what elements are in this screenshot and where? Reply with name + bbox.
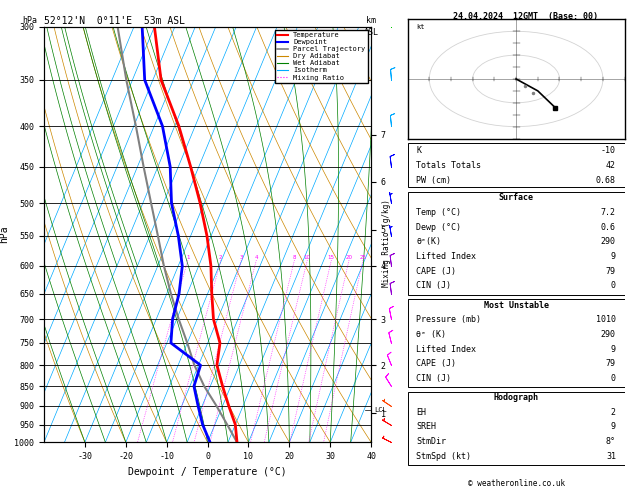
Text: 9: 9 (611, 345, 616, 354)
Text: 24.04.2024  12GMT  (Base: 00): 24.04.2024 12GMT (Base: 00) (453, 12, 598, 21)
Text: K: K (416, 146, 421, 156)
Text: 25: 25 (359, 255, 367, 260)
Text: Pressure (mb): Pressure (mb) (416, 315, 481, 324)
Text: Hodograph: Hodograph (494, 393, 538, 402)
Legend: Temperature, Dewpoint, Parcel Trajectory, Dry Adiabat, Wet Adiabat, Isotherm, Mi: Temperature, Dewpoint, Parcel Trajectory… (276, 30, 367, 83)
Text: Surface: Surface (499, 193, 533, 202)
Text: PW (cm): PW (cm) (416, 176, 451, 185)
Text: 1: 1 (186, 255, 189, 260)
Bar (408, 299, 625, 387)
Text: 290: 290 (601, 237, 616, 246)
Text: EH: EH (416, 408, 426, 417)
Text: Mixing Ratio (g/kg): Mixing Ratio (g/kg) (382, 199, 391, 287)
Text: Lifted Index: Lifted Index (416, 345, 476, 354)
Bar (408, 392, 625, 465)
Text: 79: 79 (606, 267, 616, 276)
Text: ASL: ASL (364, 28, 379, 37)
Text: 8: 8 (292, 255, 296, 260)
Bar (408, 192, 625, 295)
Text: 3: 3 (240, 255, 243, 260)
Text: θᵉ (K): θᵉ (K) (416, 330, 446, 339)
Text: 2: 2 (219, 255, 223, 260)
X-axis label: Dewpoint / Temperature (°C): Dewpoint / Temperature (°C) (128, 467, 287, 477)
Text: StmDir: StmDir (416, 437, 446, 446)
Text: 31: 31 (606, 452, 616, 461)
Text: θᵉ(K): θᵉ(K) (416, 237, 442, 246)
Text: StmSpd (kt): StmSpd (kt) (416, 452, 471, 461)
Text: 0.6: 0.6 (601, 223, 616, 232)
Text: CAPE (J): CAPE (J) (416, 359, 456, 368)
Text: © weatheronline.co.uk: © weatheronline.co.uk (467, 480, 565, 486)
Text: km: km (366, 16, 376, 25)
Text: Totals Totals: Totals Totals (416, 161, 481, 170)
Text: kt: kt (416, 24, 425, 30)
Text: 2: 2 (611, 408, 616, 417)
Text: 20: 20 (345, 255, 352, 260)
Text: CIN (J): CIN (J) (416, 374, 451, 383)
Y-axis label: hPa: hPa (0, 226, 9, 243)
Text: CAPE (J): CAPE (J) (416, 267, 456, 276)
Text: 7.2: 7.2 (601, 208, 616, 217)
Text: 9: 9 (611, 422, 616, 432)
Text: 8°: 8° (606, 437, 616, 446)
Text: Temp (°C): Temp (°C) (416, 208, 461, 217)
Text: 0.68: 0.68 (596, 176, 616, 185)
Text: 0: 0 (611, 281, 616, 291)
Text: 79: 79 (606, 359, 616, 368)
Text: Lifted Index: Lifted Index (416, 252, 476, 261)
Text: 290: 290 (601, 330, 616, 339)
Text: 9: 9 (611, 252, 616, 261)
Text: 15: 15 (328, 255, 335, 260)
Text: 10: 10 (304, 255, 311, 260)
Text: hPa: hPa (23, 16, 38, 25)
Text: Dewp (°C): Dewp (°C) (416, 223, 461, 232)
Text: 4: 4 (255, 255, 258, 260)
Text: 1010: 1010 (596, 315, 616, 324)
Text: 0: 0 (611, 374, 616, 383)
Bar (408, 143, 625, 188)
Text: Most Unstable: Most Unstable (484, 300, 548, 310)
Text: LCL: LCL (374, 407, 387, 413)
Text: 52°12'N  0°11'E  53m ASL: 52°12'N 0°11'E 53m ASL (44, 16, 185, 26)
Text: CIN (J): CIN (J) (416, 281, 451, 291)
Text: 42: 42 (606, 161, 616, 170)
Text: -10: -10 (601, 146, 616, 156)
Text: SREH: SREH (416, 422, 437, 432)
